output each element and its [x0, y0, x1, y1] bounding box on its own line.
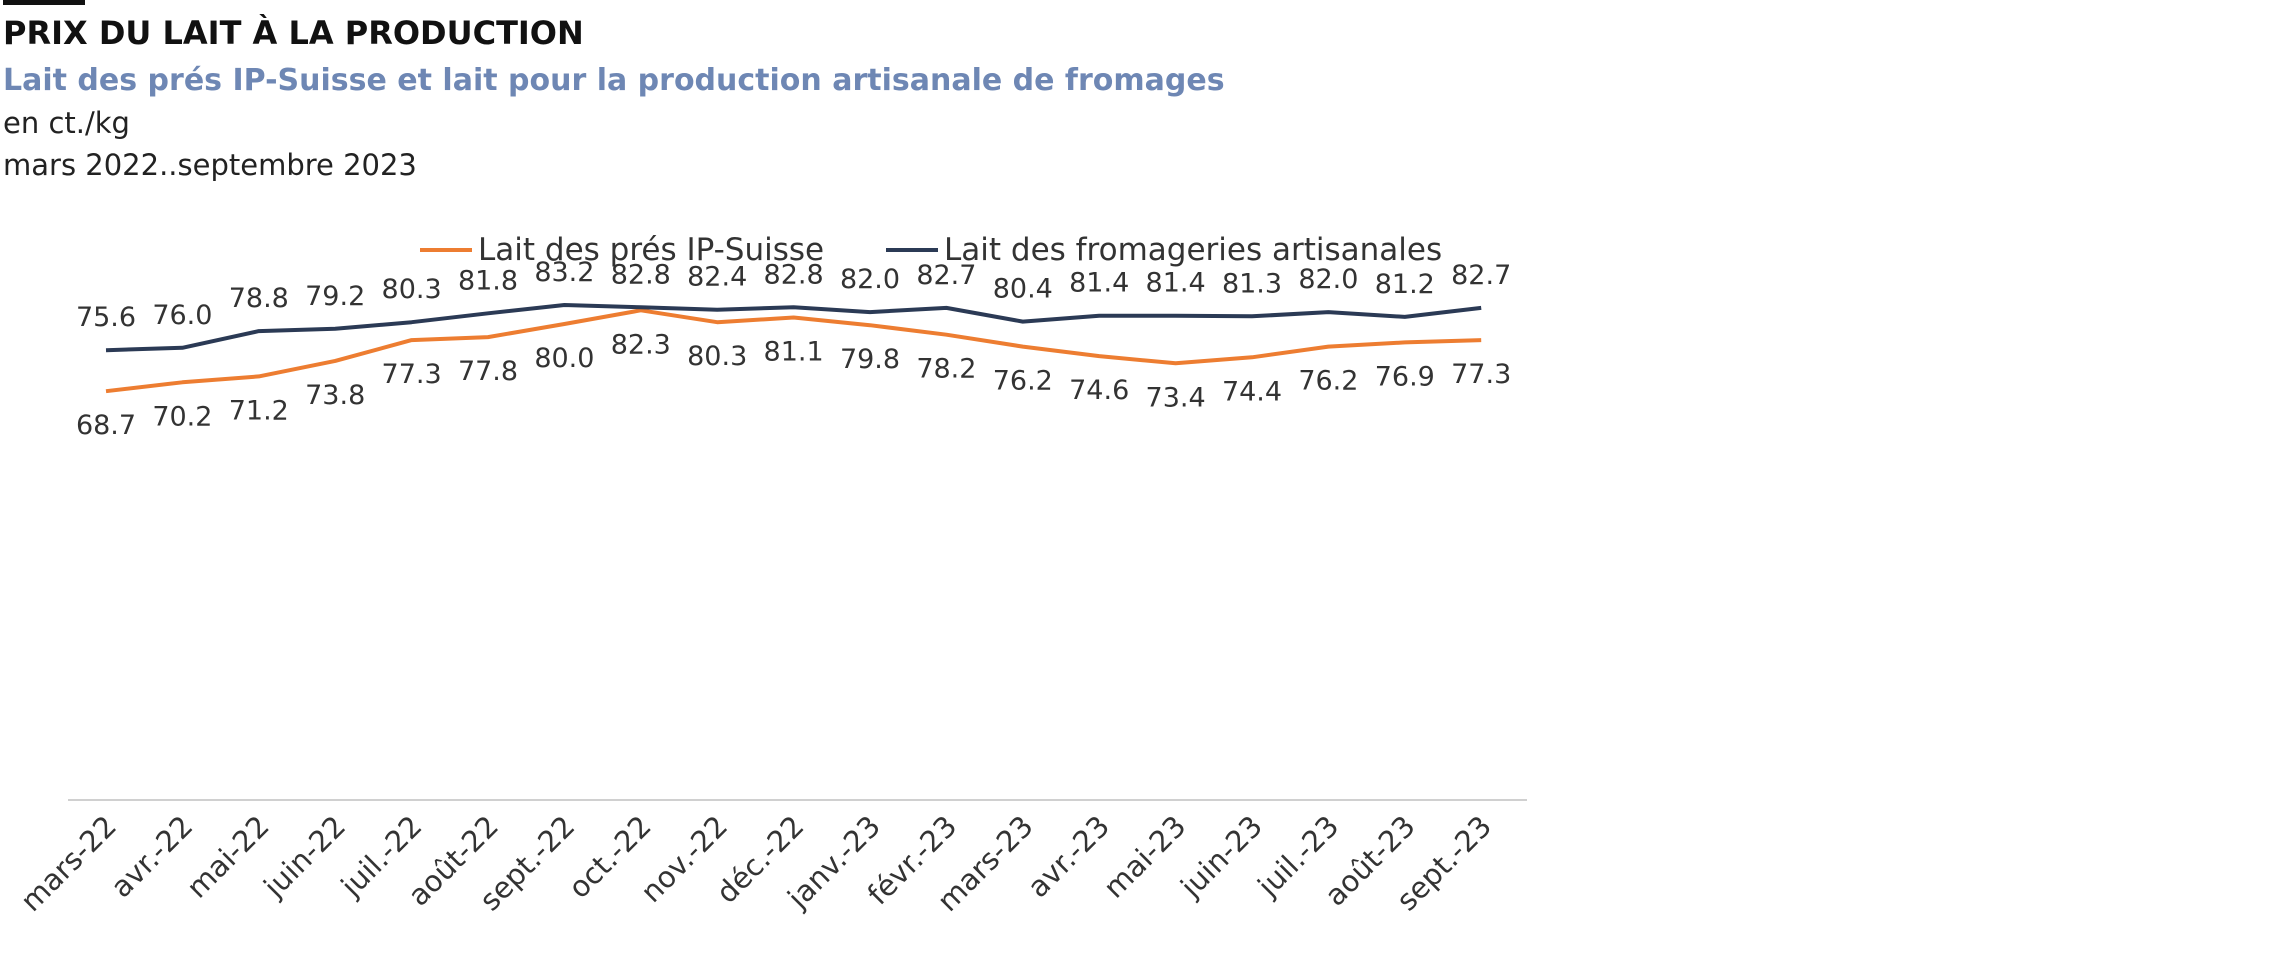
x-tick-labels: mars-22avr.-22mai-22juin-22juil.-22août-…: [14, 809, 1498, 918]
data-label-lait-des-fromageries-artisanales-mars-22: 75.6: [76, 302, 136, 333]
data-label-lait-des-fromageries-artisanales-oct-22: 82.8: [611, 259, 671, 290]
unit-label: en ct./kg: [3, 106, 130, 140]
data-label-lait-des-fromageries-artisanales-avr-22: 76.0: [152, 300, 212, 331]
data-label-lait-des-fromageries-artisanales-aout-22: 81.8: [458, 265, 518, 296]
data-label-lait-des-fromageries-artisanales-mai-22: 78.8: [229, 283, 289, 314]
data-label-lait-des-pres-ip-suisse-sept-23: 77.3: [1451, 359, 1511, 390]
data-label-lait-des-pres-ip-suisse-mai-22: 71.2: [229, 395, 289, 426]
data-label-lait-des-pres-ip-suisse-juil-22: 77.3: [382, 359, 442, 390]
data-label-lait-des-fromageries-artisanales-juin-22: 79.2: [305, 281, 365, 312]
data-label-lait-des-fromageries-artisanales-avr-23: 81.4: [1069, 268, 1129, 299]
data-label-lait-des-fromageries-artisanales-fevr-23: 82.7: [916, 260, 976, 291]
x-tick-label-mai-23: mai-23: [1097, 809, 1193, 905]
data-label-lait-des-pres-ip-suisse-fevr-23: 78.2: [916, 354, 976, 385]
legend: Lait des prés IP-Suisse Lait des fromage…: [420, 232, 1442, 268]
data-label-lait-des-fromageries-artisanales-nov-22: 82.4: [687, 262, 747, 293]
data-label-lait-des-pres-ip-suisse-aout-23: 76.9: [1375, 361, 1435, 392]
data-label-lait-des-pres-ip-suisse-mars-22: 68.7: [76, 410, 136, 441]
x-tick-label-juin-23: juin-23: [1173, 809, 1269, 905]
data-label-lait-des-fromageries-artisanales-janv-23: 82.0: [840, 264, 900, 295]
data-label-lait-des-pres-ip-suisse-janv-23: 79.8: [840, 344, 900, 375]
chart-title: PRIX DU LAIT À LA PRODUCTION: [3, 14, 584, 52]
data-labels-layer: 68.7 70.2 71.2 73.8 77.3 77.8 80.0 82.3 80.3 81.1…: [76, 257, 1511, 441]
data-label-lait-des-pres-ip-suisse-mars-23: 76.2: [993, 366, 1053, 397]
data-label-lait-des-pres-ip-suisse-nov-22: 80.3: [687, 341, 747, 372]
data-label-lait-des-pres-ip-suisse-juin-22: 73.8: [305, 380, 365, 411]
data-label-lait-des-fromageries-artisanales-dec-22: 82.8: [764, 259, 824, 290]
data-label-lait-des-pres-ip-suisse-juin-23: 74.4: [1222, 376, 1282, 407]
legend-label-fromageries: Lait des fromageries artisanales: [944, 232, 1442, 268]
period-label: mars 2022..septembre 2023: [3, 148, 417, 182]
x-tick-label-mars-22: mars-22: [14, 809, 123, 918]
data-label-lait-des-fromageries-artisanales-juin-23: 81.3: [1222, 268, 1282, 299]
data-label-lait-des-fromageries-artisanales-mai-23: 81.4: [1146, 268, 1206, 299]
x-tick-label-juin-22: juin-22: [257, 809, 353, 905]
data-label-lait-des-pres-ip-suisse-avr-23: 74.6: [1069, 375, 1129, 406]
data-label-lait-des-pres-ip-suisse-juil-23: 76.2: [1298, 366, 1358, 397]
legend-label-ip-suisse: Lait des prés IP-Suisse: [478, 232, 824, 268]
data-label-lait-des-pres-ip-suisse-dec-22: 81.1: [764, 336, 824, 367]
data-label-lait-des-pres-ip-suisse-mai-23: 73.4: [1146, 382, 1206, 413]
series-line-lait-des-fromageries-artisanales: [105, 303, 1482, 353]
data-label-lait-des-fromageries-artisanales-juil-22: 80.3: [382, 274, 442, 305]
title-accent-bar: [3, 0, 85, 5]
data-label-lait-des-pres-ip-suisse-sept-22: 80.0: [534, 343, 594, 374]
data-label-lait-des-pres-ip-suisse-avr-22: 70.2: [152, 401, 212, 432]
x-tick-label-avr-23: avr.-23: [1021, 809, 1116, 904]
data-label-lait-des-fromageries-artisanales-sept-23: 82.7: [1451, 260, 1511, 291]
x-tick-label-avr-22: avr.-22: [104, 809, 199, 904]
data-label-lait-des-pres-ip-suisse-aout-22: 77.8: [458, 356, 518, 387]
chart-subtitle: Lait des prés IP-Suisse et lait pour la …: [3, 63, 1225, 98]
data-label-lait-des-fromageries-artisanales-mars-23: 80.4: [993, 274, 1053, 305]
x-tick-label-mai-22: mai-22: [180, 809, 276, 905]
data-label-lait-des-fromageries-artisanales-juil-23: 82.0: [1298, 264, 1358, 295]
data-label-lait-des-fromageries-artisanales-sept-22: 83.2: [534, 257, 594, 288]
series-layer: [105, 303, 1482, 394]
series-line-lait-des-pres-ip-suisse: [105, 308, 1482, 394]
data-label-lait-des-pres-ip-suisse-oct-22: 82.3: [611, 329, 671, 360]
data-label-lait-des-fromageries-artisanales-aout-23: 81.2: [1375, 269, 1435, 300]
